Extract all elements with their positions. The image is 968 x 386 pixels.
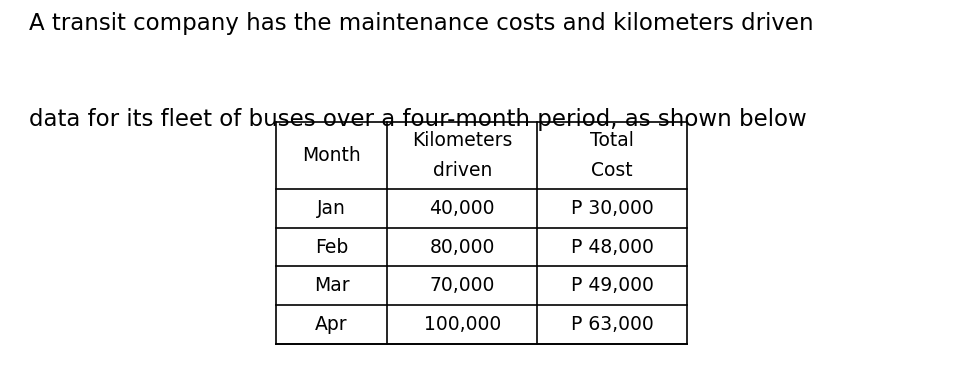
Text: P 48,000: P 48,000	[571, 237, 653, 257]
Text: Month: Month	[302, 146, 361, 165]
Text: Mar: Mar	[314, 276, 349, 295]
Text: Cost: Cost	[591, 161, 633, 180]
Text: 80,000: 80,000	[430, 237, 495, 257]
Text: Feb: Feb	[315, 237, 348, 257]
Text: A transit company has the maintenance costs and kilometers driven: A transit company has the maintenance co…	[29, 12, 814, 35]
Text: Kilometers: Kilometers	[412, 131, 512, 150]
Text: driven: driven	[433, 161, 492, 180]
Text: P 63,000: P 63,000	[571, 315, 653, 334]
Text: Apr: Apr	[316, 315, 348, 334]
Text: P 30,000: P 30,000	[571, 199, 653, 218]
Text: data for its fleet of buses over a four-month period, as shown below: data for its fleet of buses over a four-…	[29, 108, 806, 131]
Text: 100,000: 100,000	[424, 315, 500, 334]
Text: 40,000: 40,000	[430, 199, 495, 218]
Text: 70,000: 70,000	[430, 276, 495, 295]
Text: Total: Total	[590, 131, 634, 150]
Text: Jan: Jan	[318, 199, 346, 218]
Text: P 49,000: P 49,000	[571, 276, 653, 295]
